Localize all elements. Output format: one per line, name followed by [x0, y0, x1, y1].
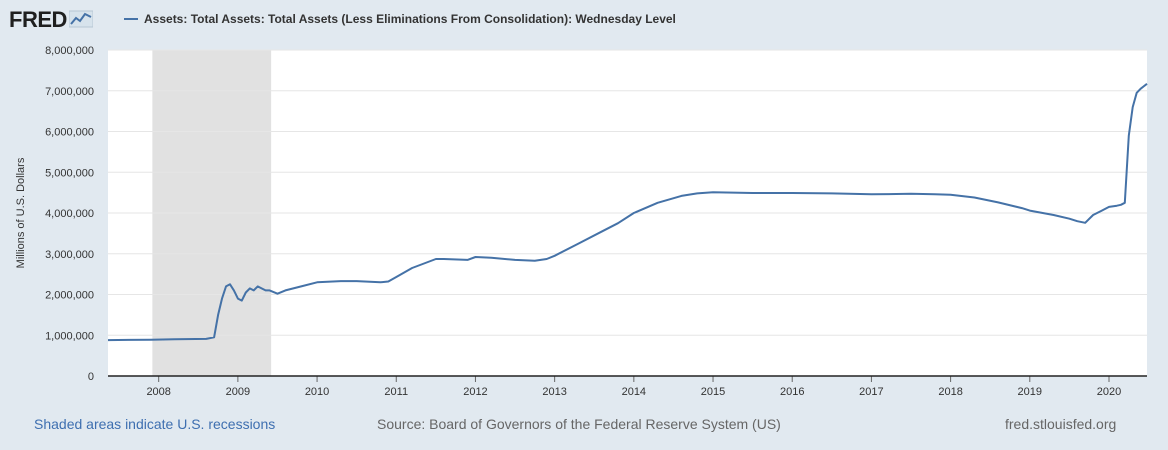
- x-tick-label: 2020: [1097, 386, 1121, 398]
- y-axis-title: Millions of U.S. Dollars: [15, 157, 27, 268]
- chart-legend: Assets: Total Assets: Total Assets (Less…: [124, 12, 676, 26]
- y-tick-label: 0: [88, 371, 94, 383]
- y-tick-label: 7,000,000: [45, 86, 94, 98]
- chart: 0 1,000,000 2,000,000 3,000,000 4,000,000 5,0…: [15, 45, 1148, 398]
- y-tick-label: 3,000,000: [45, 249, 94, 261]
- chart-footer: Shaded areas indicate U.S. recessions So…: [0, 412, 1168, 440]
- recession-note-link[interactable]: Shaded areas indicate U.S. recessions: [34, 416, 276, 432]
- x-tick-label: 2015: [701, 386, 725, 398]
- x-tick-label: 2012: [463, 386, 487, 398]
- grid-layer: [108, 49, 1147, 336]
- source-note: Source: Board of Governors of the Federa…: [377, 416, 781, 432]
- y-axis: 0 1,000,000 2,000,000 3,000,000 4,000,000 5,0…: [45, 45, 94, 383]
- y-tick-label: 4,000,000: [45, 208, 94, 220]
- y-tick-label: 1,000,000: [45, 330, 94, 342]
- legend-swatch: [124, 18, 138, 20]
- x-tick-label: 2009: [226, 386, 250, 398]
- x-tick-label: 2013: [542, 386, 566, 398]
- fred-logo[interactable]: FRED: [9, 6, 93, 34]
- chart-header: FRED Assets: Total Assets: Total Assets …: [0, 0, 1168, 40]
- x-tick-label: 2008: [146, 386, 170, 398]
- y-tick-label: 6,000,000: [45, 127, 94, 139]
- y-tick-label: 5,000,000: [45, 167, 94, 179]
- series-layer: [107, 83, 1148, 342]
- y-tick-label: 2,000,000: [45, 290, 94, 302]
- x-tick-label: 2014: [622, 386, 646, 398]
- x-tick-label: 2017: [859, 386, 883, 398]
- x-axis: 2008 2009 2010 2011 2012 2013 2014 2015 2016 2017…: [146, 376, 1121, 398]
- site-link[interactable]: fred.stlouisfed.org: [1005, 416, 1117, 432]
- x-tick-label: 2019: [1018, 386, 1042, 398]
- x-tick-label: 2016: [780, 386, 804, 398]
- x-tick-label: 2018: [938, 386, 962, 398]
- series-line-0: [107, 83, 1148, 342]
- x-tick-label: 2011: [384, 386, 408, 398]
- x-tick-label: 2010: [305, 386, 329, 398]
- y-tick-label: 8,000,000: [45, 45, 94, 57]
- fred-graph-icon: [68, 10, 93, 28]
- legend-label: Assets: Total Assets: Total Assets (Less…: [144, 12, 676, 26]
- logo-text: FRED: [9, 7, 67, 32]
